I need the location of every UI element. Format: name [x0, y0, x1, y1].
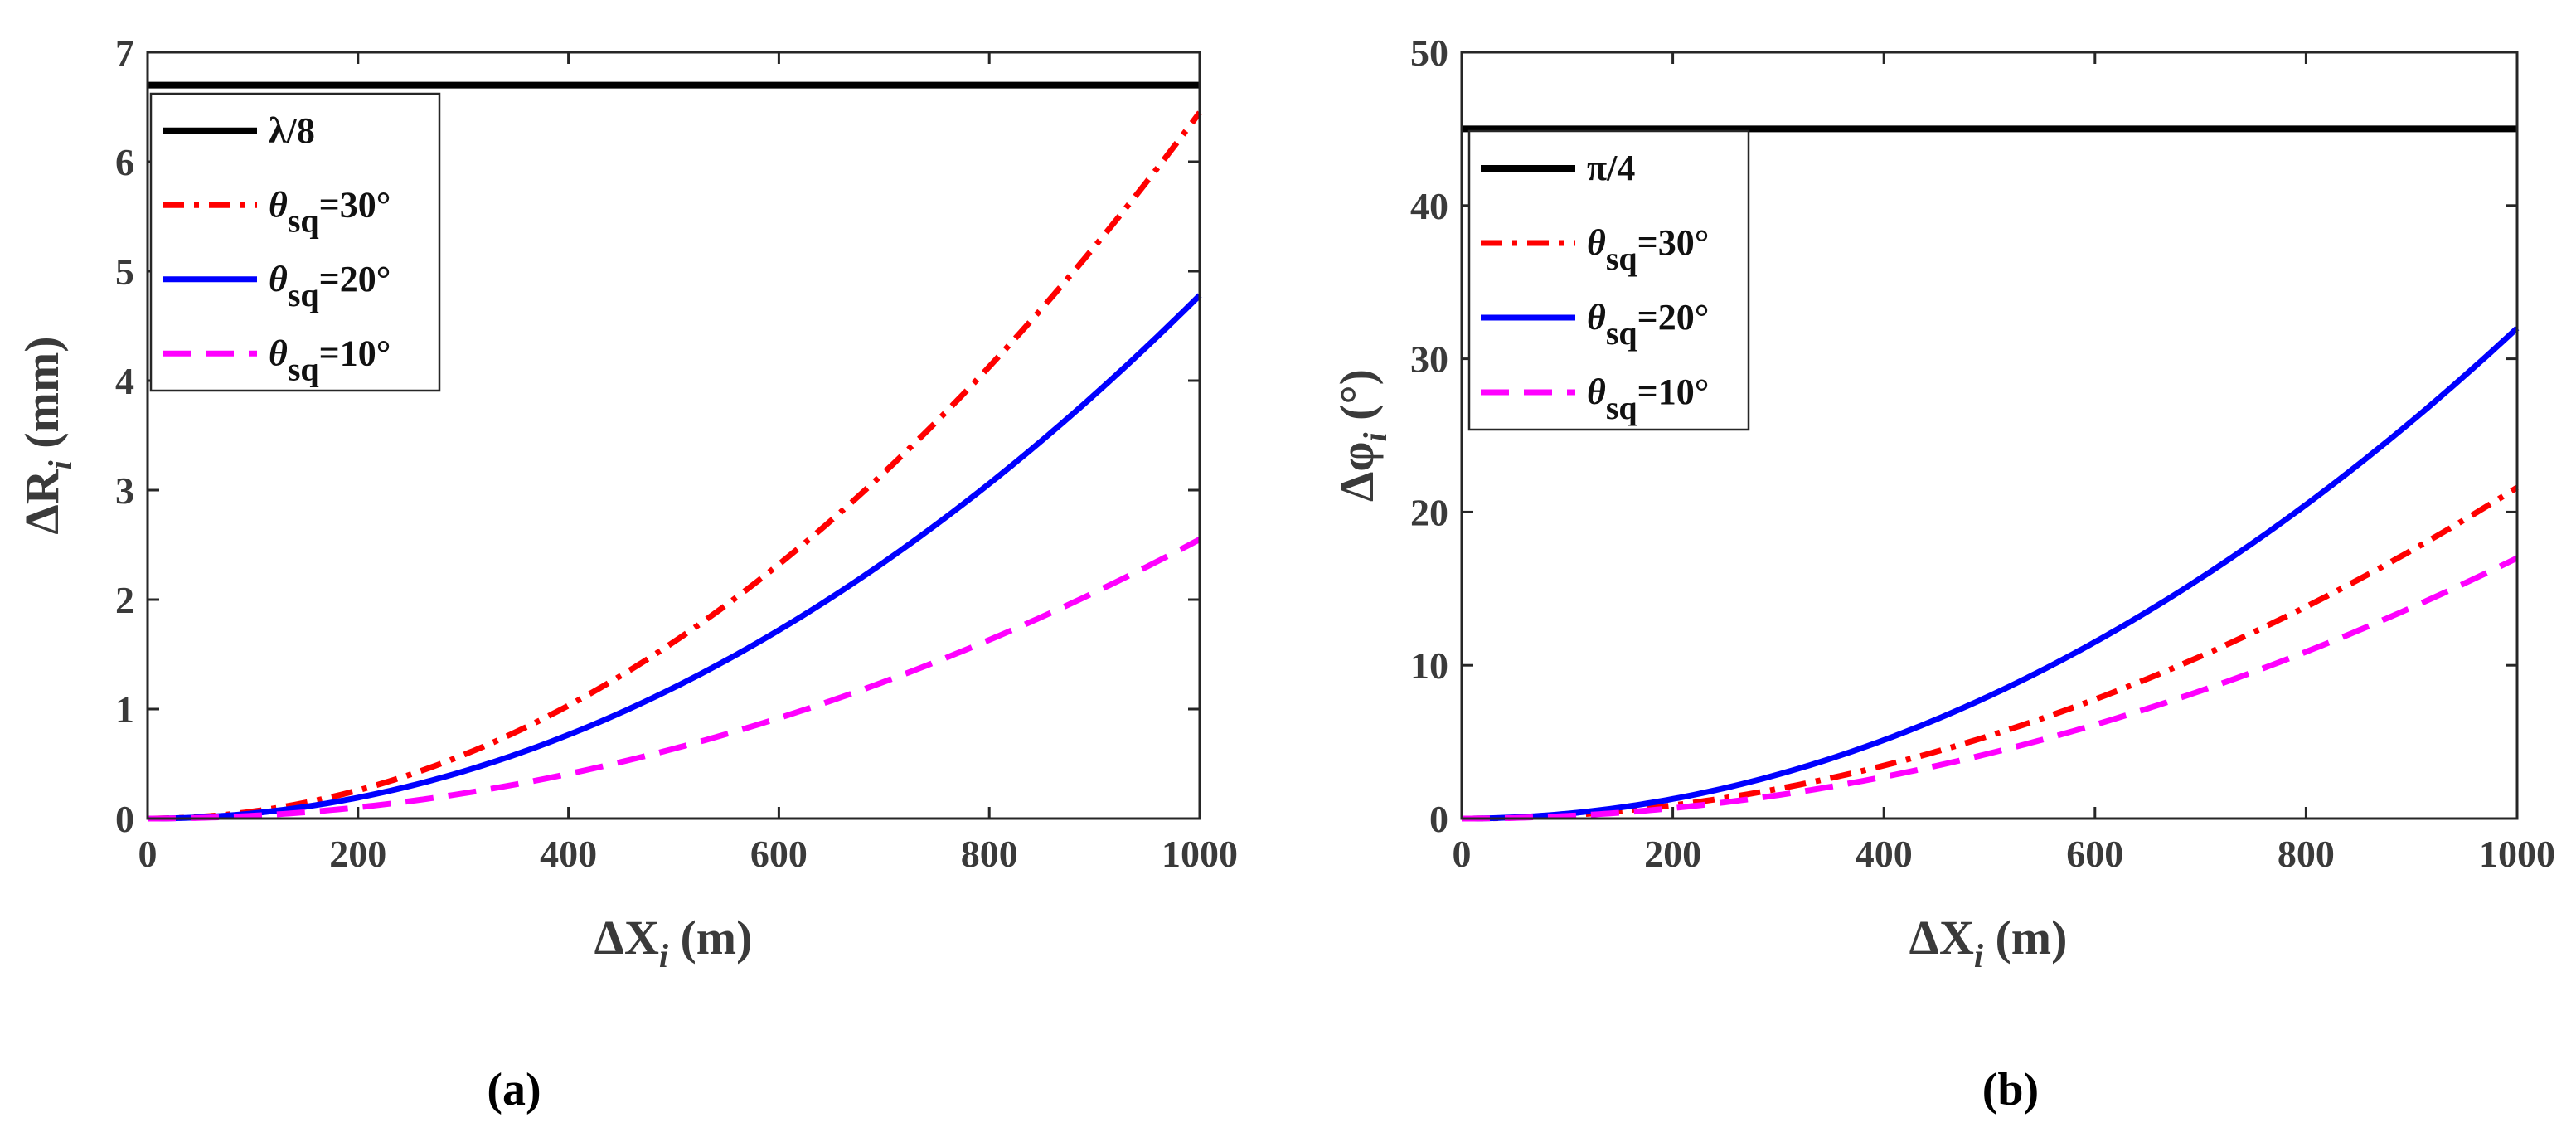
legend: π/4 θsq=30° θsq=20° θsq=10°: [1467, 129, 1750, 431]
x-tick-label: 800: [2278, 833, 2335, 875]
legend-label: π/4: [1587, 148, 1635, 188]
y-tick-label: 20: [1410, 491, 1448, 533]
series-line-1: [1461, 484, 2519, 822]
y-tick-label: 10: [1410, 644, 1448, 687]
y-axis-label: ΔRi (mm): [15, 336, 79, 534]
x-tick-label: 200: [1644, 833, 1701, 875]
x-tick-label: 800: [961, 833, 1018, 875]
legend-box: [1467, 129, 1750, 431]
chart-a: 0 200 400 600 800 1000 0 1 2 3 4 5 6 7 ΔXi (m) ΔRi (mm)…: [15, 32, 1238, 1115]
x-tick-label: 1000: [1162, 833, 1238, 875]
legend-box: [149, 92, 441, 392]
x-axis-label: ΔXi (m): [1909, 911, 2068, 974]
series-line-3: [1461, 555, 2519, 822]
x-tick-label: 0: [1453, 833, 1472, 875]
legend-label: λ/8: [269, 110, 315, 151]
y-tick-label: 50: [1410, 32, 1448, 74]
series-line-2: [1461, 326, 2520, 822]
y-tick-label: 40: [1410, 185, 1448, 227]
y-tick-label: 4: [115, 360, 134, 402]
legend-label: θsq=30°: [269, 184, 391, 239]
chart-caption: (a): [487, 1064, 541, 1115]
y-tick-label: 5: [115, 250, 134, 293]
legend: λ/8 θsq=30° θsq=20° θsq=10°: [149, 92, 441, 392]
x-tick-label: 600: [2066, 833, 2123, 875]
axes-box: [146, 51, 1201, 820]
y-axis-label: Δφi (°): [1330, 369, 1394, 502]
y-tick-label: 0: [115, 798, 134, 840]
x-tick-label: 1000: [2479, 833, 2555, 875]
x-tick-label: 400: [1856, 833, 1913, 875]
y-tick-label: 1: [115, 688, 134, 731]
y-tick-label: 30: [1410, 338, 1448, 381]
legend-label: θsq=10°: [1587, 372, 1709, 426]
y-tick-label: 0: [1429, 798, 1448, 840]
chart-b: 0 200 400 600 800 1000 0 10 20 30 40 50 ΔXi (m) Δφi (…: [1330, 32, 2555, 1115]
series-line-3: [147, 537, 1201, 822]
chart-caption: (b): [1982, 1064, 2039, 1115]
legend-label: θsq=30°: [1587, 222, 1709, 277]
x-axis-label: ΔXi (m): [594, 911, 753, 974]
legend-label: θsq=20°: [1587, 297, 1709, 352]
x-tick-label: 400: [540, 833, 597, 875]
x-tick-label: 0: [138, 833, 158, 875]
series-line-1: [147, 110, 1202, 822]
y-tick-label: 2: [115, 579, 134, 621]
legend-label: θsq=10°: [269, 333, 391, 387]
y-tick-label: 6: [115, 141, 134, 183]
y-tick-label: 3: [115, 469, 134, 512]
series-line-2: [147, 293, 1202, 822]
axes-box: [1460, 51, 2519, 820]
legend-label: θsq=20°: [269, 259, 391, 313]
x-tick-label: 200: [329, 833, 386, 875]
x-tick-label: 600: [750, 833, 808, 875]
y-tick-label: 7: [115, 32, 134, 74]
